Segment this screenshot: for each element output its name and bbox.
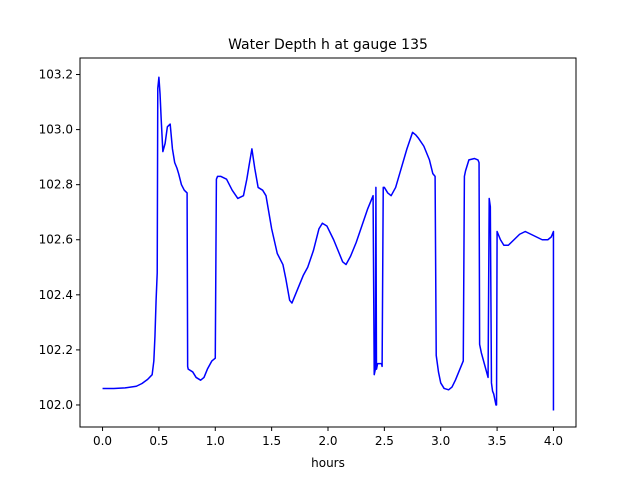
x-tick-label: 0.5 xyxy=(149,434,168,448)
y-axis: 102.0 102.2 102.4 102.6 102.8 103.0 103.2 xyxy=(39,68,80,412)
y-tick-label: 102.6 xyxy=(39,233,73,247)
y-tick-label: 102.4 xyxy=(39,288,73,302)
y-tick-label: 103.0 xyxy=(39,123,73,137)
series-layer xyxy=(102,76,555,411)
x-tick-label: 2.5 xyxy=(375,434,394,448)
y-tick-label: 102.8 xyxy=(39,178,73,192)
series-line xyxy=(102,76,555,411)
x-tick-label: 2.0 xyxy=(318,434,337,448)
y-tick-label: 102.0 xyxy=(39,398,73,412)
x-tick-label: 1.0 xyxy=(206,434,225,448)
x-tick-label: 1.5 xyxy=(262,434,281,448)
y-tick-label: 102.2 xyxy=(39,343,73,357)
x-axis-label: hours xyxy=(311,456,345,470)
x-tick-label: 3.5 xyxy=(488,434,507,448)
x-tick-label: 4.0 xyxy=(544,434,563,448)
chart-title: Water Depth h at gauge 135 xyxy=(228,37,428,53)
x-tick-label: 0.0 xyxy=(93,434,112,448)
x-axis: 0.0 0.5 1.0 1.5 2.0 2.5 3.0 3.5 4.0 xyxy=(93,427,563,448)
y-tick-label: 103.2 xyxy=(39,68,73,82)
x-tick-label: 3.0 xyxy=(431,434,450,448)
